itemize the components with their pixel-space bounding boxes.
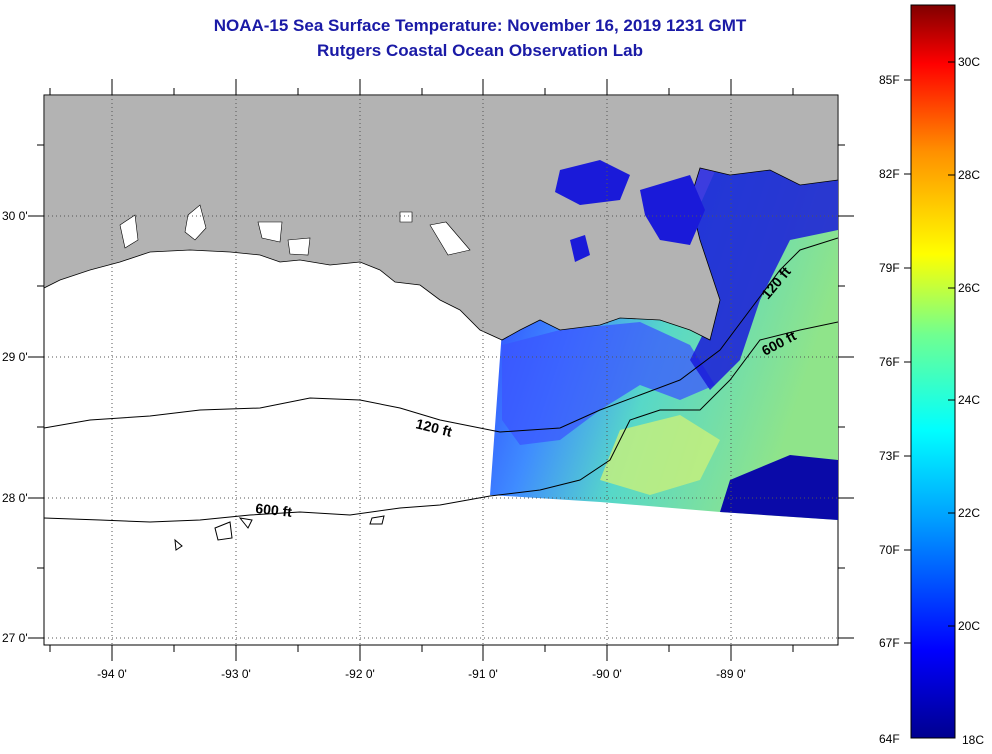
colorbar-f-label: 67F: [879, 636, 900, 650]
colorbar-c-label: 30C: [958, 55, 980, 69]
y-tick-label: 27 0': [2, 631, 28, 645]
colorbar-c-label: 28C: [958, 168, 980, 182]
lake: [257, 221, 283, 243]
y-tick-label: 29 0': [2, 350, 28, 364]
colorbar-c-label: 26C: [958, 281, 980, 295]
contour-islands: [174, 515, 385, 551]
sst-bay-blob: [640, 175, 705, 245]
y-tick-label: 28 0': [2, 491, 28, 505]
contour-label-600ft-west: 600 ft: [255, 500, 293, 520]
axis-ticks: [28, 79, 854, 661]
x-tick-label: -92 0': [345, 667, 375, 681]
lake: [119, 214, 139, 249]
x-tick-label: -94 0': [97, 667, 127, 681]
contour-600ft-line: [44, 321, 838, 523]
x-tick-label: -93 0': [221, 667, 251, 681]
colorbar-f-label: 85F: [879, 73, 900, 87]
colorbar-c-label: 20C: [958, 619, 980, 633]
lake: [287, 237, 311, 256]
land-mass: [44, 95, 838, 341]
lake: [399, 211, 413, 223]
sst-warm-patch: [600, 415, 720, 495]
x-tick-label: -90 0': [592, 667, 622, 681]
sst-cold-southeast: [720, 455, 838, 520]
x-tick-label: -91 0': [468, 667, 498, 681]
x-tick-label: -89 0': [716, 667, 746, 681]
lake: [429, 221, 471, 256]
grid-lines: [44, 95, 838, 645]
y-tick-label: 30 0': [2, 209, 28, 223]
colorbar: [910, 4, 956, 739]
map-subtitle: Rutgers Coastal Ocean Observation Lab: [317, 41, 643, 60]
colorbar-f-label: 76F: [879, 355, 900, 369]
colorbar-c-label: 24C: [958, 393, 980, 407]
contour-120ft-line: [44, 237, 838, 433]
colorbar-f-label: 73F: [879, 449, 900, 463]
sst-bay-blob: [570, 235, 590, 262]
map-title: NOAA-15 Sea Surface Temperature: Novembe…: [213, 16, 747, 35]
lake: [184, 204, 207, 241]
colorbar-f-label: 70F: [879, 543, 900, 557]
colorbar-ticks: [904, 61, 955, 644]
colorbar-c-label: 22C: [958, 506, 980, 520]
colorbar-c-label: 18C: [962, 733, 984, 747]
colorbar-f-label: 64F: [879, 732, 900, 746]
sst-cold-band: [502, 322, 715, 445]
sst-bay-blob: [555, 160, 630, 205]
sst-cold-east: [680, 150, 838, 390]
colorbar-f-label: 82F: [879, 167, 900, 181]
colorbar-f-label: 79F: [879, 261, 900, 275]
